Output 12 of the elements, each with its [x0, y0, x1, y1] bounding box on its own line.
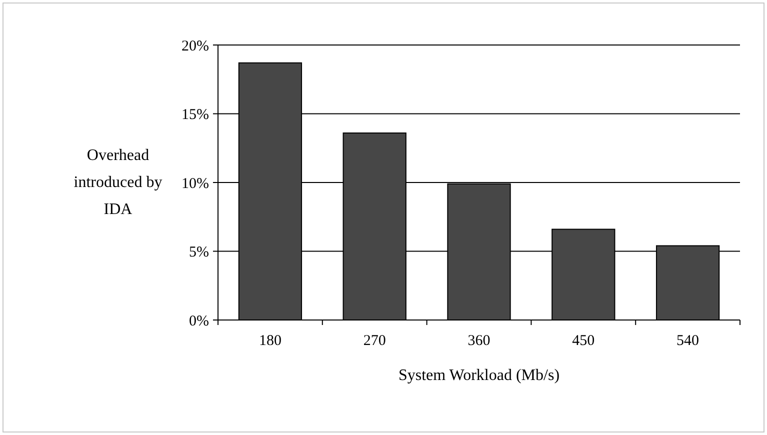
- x-tick-label: 540: [676, 333, 700, 349]
- y-tick-label: 15%: [182, 107, 209, 123]
- y-tick-label: 5%: [189, 244, 209, 260]
- y-axis-title: Overhead introduced by IDA: [74, 147, 162, 218]
- y-tick-label: 10%: [182, 176, 209, 192]
- y-tick-label: 20%: [182, 38, 209, 54]
- x-tick-label: 450: [572, 333, 595, 349]
- x-tick-label: 360: [468, 333, 490, 349]
- x-tick-label: 180: [258, 333, 282, 349]
- y-tick-label: 0%: [189, 313, 209, 330]
- x-tick-label: 270: [363, 333, 386, 349]
- x-axis-title: System Workload (Mb/s): [398, 367, 560, 384]
